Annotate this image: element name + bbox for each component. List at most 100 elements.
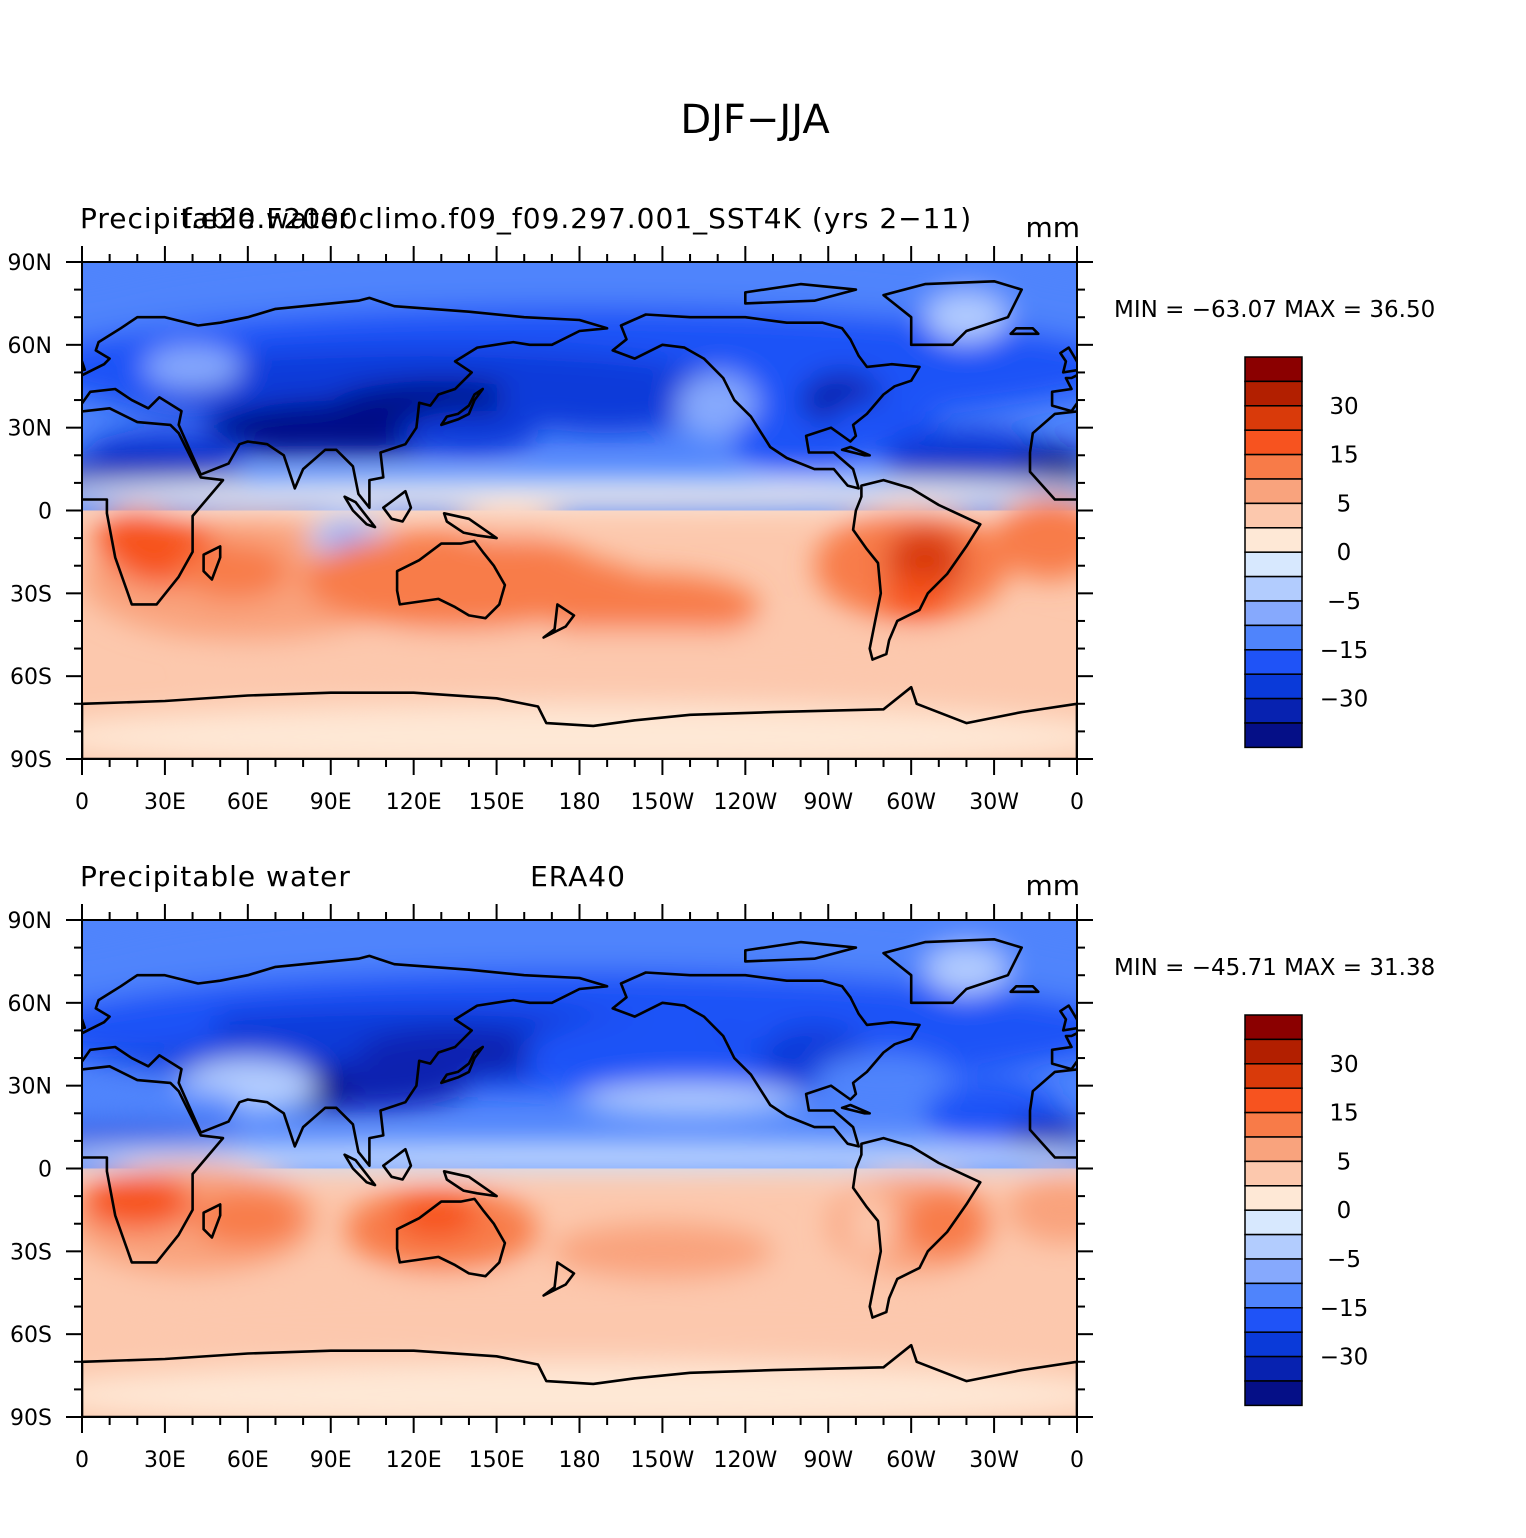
y-tick-label: 90S	[10, 748, 52, 773]
contour-region	[82, 493, 1077, 511]
contour-region	[394, 1193, 478, 1238]
colorbar-label: 0	[1337, 1198, 1352, 1224]
y-tick-label: 90N	[8, 909, 52, 934]
y-tick-label: 30S	[10, 582, 52, 607]
y-tick-label: 0	[38, 1158, 52, 1183]
panel-1: 0 30E 60E 90E 120E 150E 180 150W 120W 90W 60W 30W 09…	[8, 202, 1436, 815]
contour-region	[399, 411, 539, 456]
contour-region	[1007, 1118, 1077, 1152]
panel-2: 0 30E 60E 90E 120E 150E 180 150W 120W 90W 60W 30W 09…	[8, 860, 1436, 1473]
contour-region	[538, 574, 760, 641]
x-tick-label: 60E	[227, 790, 269, 815]
colorbar-1: 30 15 5 0 −5 −15 −30	[1244, 356, 1369, 749]
colorbar-label: −5	[1327, 589, 1361, 615]
y-tick-label: 30N	[8, 1075, 52, 1100]
coastline-japan	[440, 1045, 485, 1085]
coastline-n-america	[611, 313, 921, 490]
colorbar-swatch	[1244, 1111, 1303, 1138]
colorbar-label: −30	[1320, 687, 1369, 713]
coastline-borneo	[382, 1147, 413, 1181]
colorbar-swatch	[1244, 600, 1303, 627]
contour-region	[902, 1190, 986, 1257]
colorbar-swatch	[1244, 551, 1303, 578]
colorbar-swatch	[1244, 624, 1303, 651]
coastline-greenland	[882, 280, 1023, 347]
x-tick-label: 150W	[631, 790, 695, 815]
colorbar-label: 0	[1337, 540, 1352, 566]
colorbar-label: 5	[1337, 1149, 1352, 1175]
coastline-eurasia	[82, 296, 609, 509]
coastline-s-america	[851, 1136, 982, 1319]
coastline-arctic-is	[744, 940, 858, 963]
colorbar-swatch	[1244, 575, 1303, 602]
coastline-nz	[542, 603, 576, 639]
colorbar-swatch	[1244, 1185, 1303, 1211]
colorbar-swatch	[1244, 502, 1303, 529]
colorbar-swatch	[1244, 453, 1303, 480]
contour-region	[994, 496, 1077, 580]
x-tick-label: 0	[1070, 790, 1084, 815]
contour-region	[924, 292, 1008, 343]
contour-region	[1007, 1176, 1077, 1244]
contour-region	[82, 703, 1077, 759]
colorbar-label: −30	[1320, 1345, 1369, 1371]
colorbar-swatch	[1244, 722, 1303, 749]
coastline-n-america	[611, 971, 921, 1148]
left-title: Precipitable water	[80, 860, 351, 893]
contour-region	[814, 1052, 953, 1108]
coastline-nz	[542, 1261, 576, 1297]
y-tick-label: 30N	[8, 417, 52, 442]
min-max-stats: MIN = −63.07 MAX = 36.50	[1114, 297, 1435, 323]
x-tick-label: 0	[1070, 1448, 1084, 1473]
colorbar-swatch	[1244, 1038, 1303, 1065]
coastline-antarctica	[82, 685, 1077, 759]
contour-region	[142, 344, 243, 390]
coastline-africa	[82, 407, 225, 606]
x-tick-label: 150W	[631, 1448, 695, 1473]
colorbar-swatch	[1244, 527, 1303, 553]
x-tick-label: 120W	[713, 1448, 777, 1473]
coastline-cuba	[840, 1103, 871, 1115]
x-tick-label: 30W	[969, 790, 1019, 815]
contour-region	[924, 944, 1008, 995]
x-tick-label: 120E	[386, 790, 442, 815]
colorbar-swatch	[1244, 1087, 1303, 1114]
contour-region	[82, 1361, 1077, 1417]
y-tick-label: 90N	[8, 251, 52, 276]
x-tick-label: 120W	[713, 790, 777, 815]
field-contours	[82, 920, 1077, 1417]
colorbar-label: 5	[1337, 491, 1352, 517]
x-tick-label: 90W	[803, 1448, 853, 1473]
coastline-japan	[440, 387, 485, 427]
contour-region	[87, 1088, 243, 1128]
x-tick-label: 90E	[310, 790, 352, 815]
colorbar-swatch	[1244, 478, 1303, 505]
contour-region	[82, 1154, 1077, 1172]
contour-region	[192, 1190, 304, 1246]
x-tick-label: 150E	[469, 790, 525, 815]
colorbar-swatch	[1244, 1014, 1303, 1041]
coastline-sumatra	[343, 495, 377, 529]
x-tick-label: 0	[75, 790, 89, 815]
y-tick-label: 0	[38, 500, 52, 525]
contour-region	[496, 366, 718, 434]
colorbar-swatch	[1244, 1307, 1303, 1333]
coastline-cuba	[840, 445, 871, 457]
x-tick-label: 90W	[803, 790, 853, 815]
coastline-arctic-is	[744, 282, 858, 305]
panels: 0 30E 60E 90E 120E 150E 180 150W 120W 90W 60W 30W 09…	[8, 202, 1436, 1473]
colorbar-label: −15	[1320, 638, 1369, 664]
colorbar-swatch	[1244, 649, 1303, 675]
colorbar-swatch	[1244, 1282, 1303, 1309]
colorbar-swatch	[1244, 380, 1303, 407]
field-contours	[82, 262, 1077, 759]
contour-region	[82, 477, 1077, 500]
contour-region	[676, 372, 760, 439]
center-title: f.e20.F2000climo.f09_f09.297.001_SST4K (…	[182, 202, 972, 235]
coastlines	[82, 938, 1077, 1417]
colorbar-swatch	[1244, 697, 1303, 724]
colorbar-swatch	[1244, 1380, 1303, 1407]
x-tick-label: 60W	[886, 1448, 936, 1473]
x-tick-label: 60W	[886, 790, 936, 815]
y-tick-label: 60N	[8, 992, 52, 1017]
